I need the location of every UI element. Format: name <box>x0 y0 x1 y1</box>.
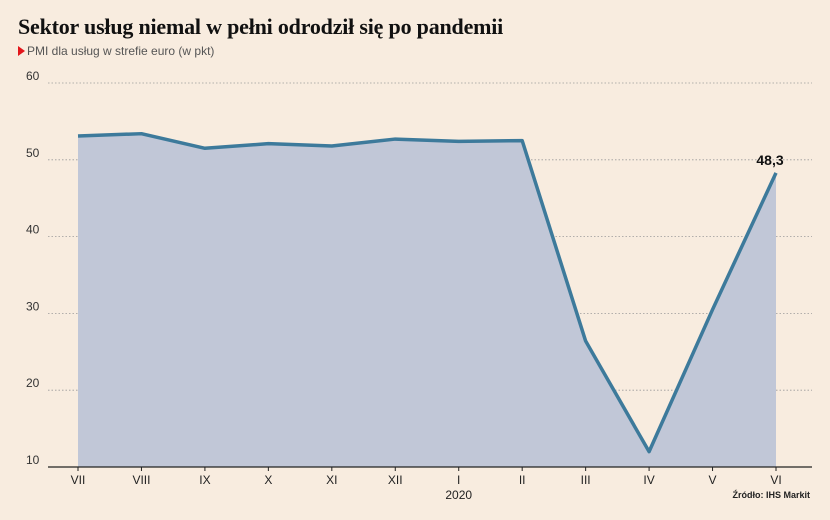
y-tick-label: 50 <box>26 146 40 160</box>
x-tick-label: VI <box>770 473 781 487</box>
x-axis-year-label: 2020 <box>445 488 472 502</box>
x-tick-label: III <box>581 473 591 487</box>
x-tick-label: XII <box>388 473 403 487</box>
x-tick-label: IX <box>199 473 210 487</box>
y-tick-label: 30 <box>26 299 40 313</box>
x-tick-label: VIII <box>132 473 150 487</box>
y-tick-label: 40 <box>26 223 40 237</box>
y-axis-ticks: 10 20 30 40 50 60 <box>26 69 40 467</box>
x-tick-label: I <box>457 473 460 487</box>
source-note: Źródło: IHS Markit <box>732 490 810 500</box>
x-axis-ticks: VII VIII IX X XI XII I II III IV V VI <box>71 467 782 487</box>
x-tick-label: IV <box>643 473 654 487</box>
y-tick-label: 20 <box>26 376 40 390</box>
x-tick-label: II <box>519 473 526 487</box>
data-label-last: 48,3 <box>756 152 783 168</box>
area-fill <box>78 133 776 468</box>
x-tick-label: VII <box>71 473 86 487</box>
chart-title: Sektor usług niemal w pełni odrodził się… <box>18 14 504 39</box>
x-tick-label: V <box>709 473 717 487</box>
x-tick-label: X <box>264 473 272 487</box>
x-tick-label: XI <box>326 473 337 487</box>
red-triangle-icon <box>18 46 25 56</box>
chart-subtitle: PMI dla usług w strefie euro (w pkt) <box>18 44 214 58</box>
y-tick-label: 10 <box>26 453 40 467</box>
series-line <box>77 131 778 454</box>
chart-subtitle-text: PMI dla usług w strefie euro (w pkt) <box>27 44 215 58</box>
y-tick-label: 60 <box>26 69 40 83</box>
